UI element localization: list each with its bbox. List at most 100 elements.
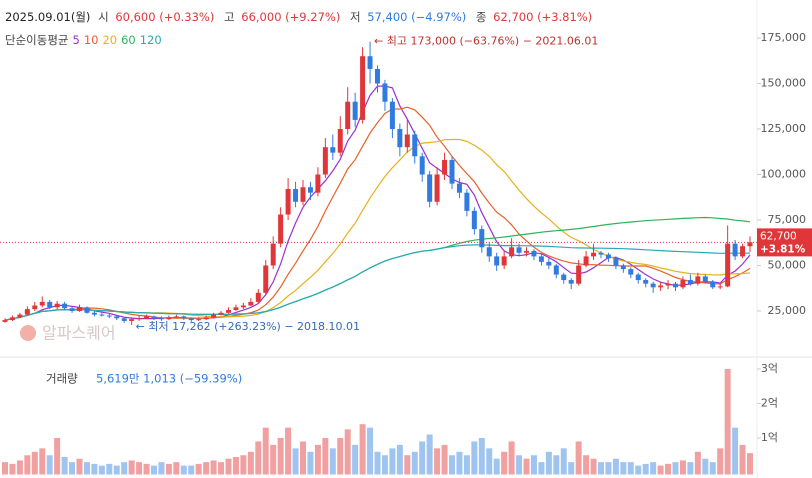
candle-body [151,316,157,319]
volume-bar [419,441,426,475]
volume-bar [91,463,98,475]
candle-body [479,229,485,248]
candle-body [725,243,731,287]
candle-body [464,192,470,211]
volume-bar [516,455,523,475]
volume-bar [210,460,217,475]
candle-body [47,301,53,308]
volume-bar [121,462,128,475]
volume-bar [523,458,530,475]
value: 66,000 (+9.27%) [241,10,340,24]
candle-body [39,301,45,306]
volume-bar [709,462,716,475]
volume-bar [583,455,590,475]
candle-body [404,134,410,148]
volume-bar [54,437,61,475]
value: 62,700 (+3.81%) [493,10,592,24]
volume-bar [739,444,746,475]
price-tag [757,228,812,257]
volume-bar [635,465,642,475]
candle-body [658,285,664,288]
label: 저 [350,10,361,24]
candle-body [158,318,164,320]
candle-body [673,283,678,288]
price-tag-price: 62,700 [760,230,797,242]
volume-bar [98,465,105,475]
volume-bar [61,456,68,475]
candle-body [69,308,75,311]
volume-bar [493,458,500,475]
candle-body [360,56,366,120]
volume-bar [203,462,210,475]
volume-bar [329,448,336,475]
y-tick-label: 2억 [761,396,778,409]
volume-bar [2,462,8,475]
volume-bar [650,462,657,475]
volume-bar [724,368,731,475]
candle-body [129,319,135,321]
candle-body [270,243,276,266]
candle-body [486,247,492,257]
ma-legend: 단순이동평균 5 10 20 60 120 [5,33,162,47]
value: 57,400 (−4.97%) [367,10,466,24]
ma-period: 120 [140,33,162,47]
candle-body [389,101,395,130]
candle-body [322,147,328,175]
volume-bar [538,462,545,475]
y-tick-label: 100,000 [761,167,807,180]
volume-bar [605,462,612,475]
logo [20,325,36,341]
volume-bar [456,451,463,475]
candle-body [419,156,425,175]
candle-body [613,258,619,266]
volume-bar [337,437,344,475]
high-annotation: ← 최고 173,000 (−63.76%) − 2021.06.01 [374,35,598,48]
candle-body [188,318,194,321]
volume-bar [24,455,31,475]
candle-body [278,214,284,244]
volume-bar [262,427,269,475]
volume-bar [9,463,16,475]
y-tick-label: 3억 [761,362,778,375]
candle-body [412,134,418,157]
candle-body [710,281,716,288]
candle-body [583,256,589,266]
volume-bar [381,455,388,475]
moving-average [4,244,751,321]
volume-bar [501,451,508,475]
candle-body [546,261,552,266]
candle-body [442,159,448,175]
candle-body [717,286,723,288]
candle-body [687,280,693,284]
volume-bar [359,424,366,475]
volume-bar [314,444,321,475]
volume-bar [732,427,739,475]
header: 2025.09.01(월) 시 60,600 (+0.33%) 고 66,000… [5,10,592,24]
volume-bar [165,463,172,475]
candle-body [382,83,388,102]
y-tick-label: 175,000 [761,31,807,44]
volume-bar [612,458,619,475]
candle-body [531,250,537,257]
candle-body [553,265,559,275]
volume-bar [441,444,448,475]
volume-bar [449,455,455,475]
volume-bar [83,462,90,475]
volume-bar [352,444,359,475]
volume-bar [545,451,552,475]
volume-bar [322,437,329,475]
candle-body [2,320,8,322]
candle-body [307,187,313,193]
candle-body [293,189,299,202]
candle-body [747,242,753,247]
volume-bar [225,458,232,475]
candle-body [218,312,224,315]
y-tick-label: 125,000 [761,122,807,135]
volume-bar [143,463,150,475]
candle-body [211,314,217,318]
volume-bar [590,458,597,475]
candle-body [54,303,60,308]
volume-bar [389,448,396,475]
volume-bar [404,455,411,475]
